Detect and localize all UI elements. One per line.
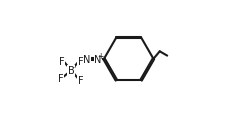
Text: N: N (94, 54, 101, 64)
Text: +: + (97, 52, 103, 61)
Text: F: F (58, 74, 63, 84)
Text: N: N (83, 54, 91, 64)
Text: F: F (59, 56, 65, 66)
Text: B: B (68, 66, 75, 76)
Text: ⁻: ⁻ (72, 64, 76, 73)
Text: F: F (78, 75, 83, 85)
Text: F: F (78, 56, 83, 66)
